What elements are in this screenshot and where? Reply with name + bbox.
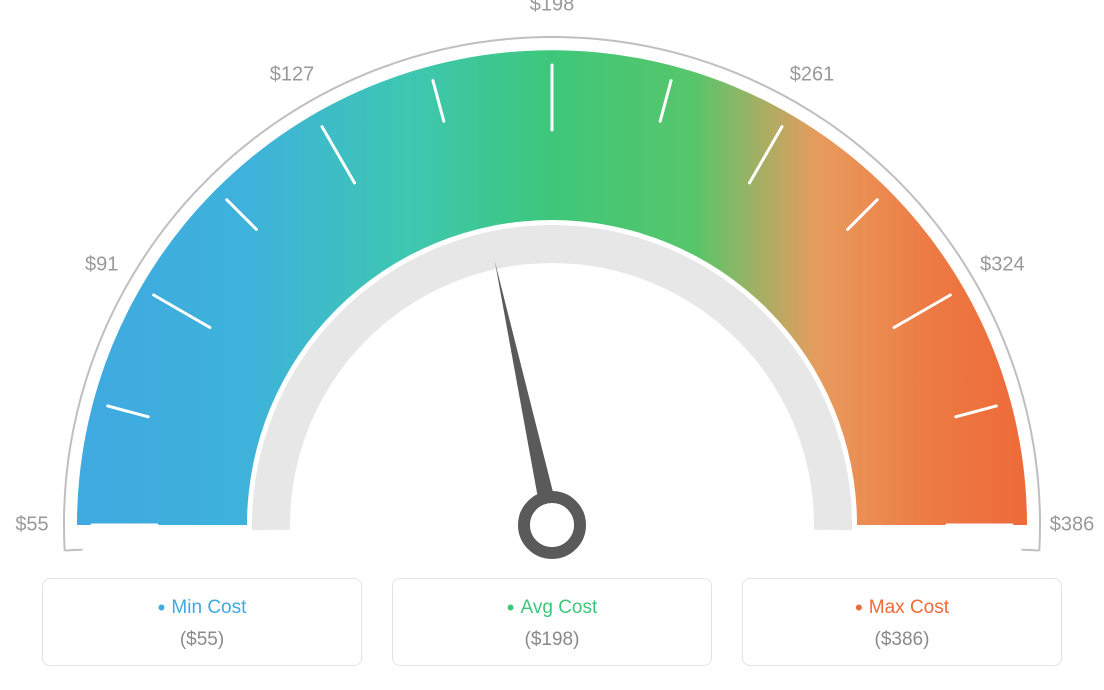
legend-value-min: ($55)	[43, 629, 361, 651]
legend-title-max: Max Cost	[743, 595, 1061, 621]
legend-value-avg: ($198)	[393, 629, 711, 651]
legend-value-max: ($386)	[743, 629, 1061, 651]
legend-row: Min Cost ($55) Avg Cost ($198) Max Cost …	[0, 578, 1104, 666]
legend-card-max: Max Cost ($386)	[742, 578, 1062, 666]
legend-card-min: Min Cost ($55)	[42, 578, 362, 666]
tick-label: $55	[15, 514, 48, 537]
gauge-chart: $55 $91 $127 $198 $261 $324 $386	[0, 0, 1104, 560]
tick-label: $324	[980, 254, 1025, 277]
tick-label: $91	[85, 254, 118, 277]
tick-label: $386	[1050, 514, 1095, 537]
tick-label: $198	[530, 0, 575, 17]
tick-label: $261	[790, 63, 835, 86]
legend-title-min: Min Cost	[43, 595, 361, 621]
legend-title-avg: Avg Cost	[393, 595, 711, 621]
tick-label: $127	[270, 63, 315, 86]
gauge-svg	[0, 0, 1104, 560]
legend-card-avg: Avg Cost ($198)	[392, 578, 712, 666]
